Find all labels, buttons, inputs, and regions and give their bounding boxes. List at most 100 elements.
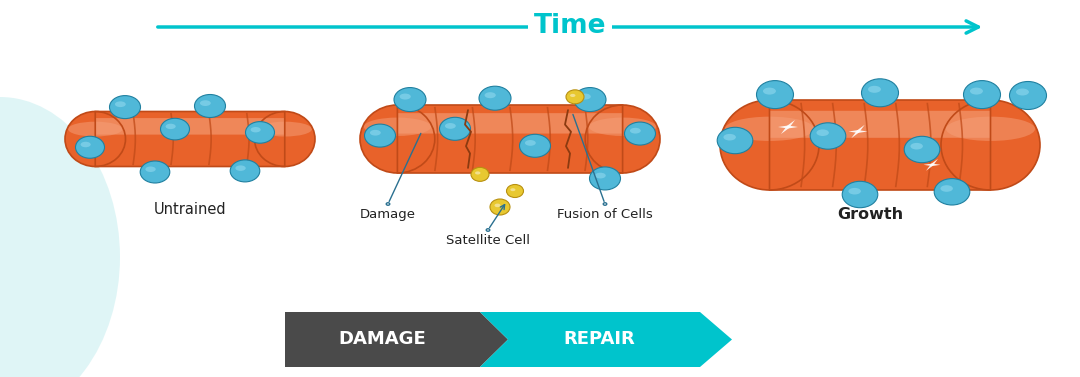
Text: DAMAGE: DAMAGE	[339, 331, 427, 348]
Ellipse shape	[946, 116, 1035, 141]
Ellipse shape	[485, 92, 496, 98]
Ellipse shape	[394, 87, 426, 112]
Ellipse shape	[365, 124, 395, 147]
FancyBboxPatch shape	[95, 118, 285, 135]
Ellipse shape	[624, 122, 656, 145]
Ellipse shape	[364, 118, 431, 136]
Ellipse shape	[109, 96, 140, 119]
Ellipse shape	[480, 86, 511, 110]
Ellipse shape	[934, 179, 970, 205]
Polygon shape	[778, 126, 798, 129]
Ellipse shape	[200, 100, 211, 106]
Ellipse shape	[566, 90, 584, 104]
Ellipse shape	[490, 199, 510, 215]
Ellipse shape	[1016, 89, 1029, 95]
Ellipse shape	[0, 97, 120, 377]
Ellipse shape	[400, 93, 410, 100]
FancyBboxPatch shape	[769, 100, 990, 190]
Ellipse shape	[76, 136, 105, 158]
Ellipse shape	[495, 204, 500, 207]
Ellipse shape	[161, 118, 189, 140]
Ellipse shape	[255, 112, 315, 167]
Ellipse shape	[230, 160, 260, 182]
Ellipse shape	[589, 118, 657, 136]
Ellipse shape	[165, 124, 176, 129]
Ellipse shape	[910, 143, 923, 150]
Ellipse shape	[68, 122, 122, 136]
Polygon shape	[851, 125, 865, 138]
Polygon shape	[285, 312, 508, 367]
Ellipse shape	[511, 188, 515, 191]
Ellipse shape	[904, 136, 940, 163]
Ellipse shape	[81, 142, 91, 147]
Ellipse shape	[963, 81, 1000, 109]
Polygon shape	[849, 130, 867, 133]
Ellipse shape	[842, 181, 878, 208]
Ellipse shape	[65, 112, 125, 167]
FancyBboxPatch shape	[769, 111, 990, 138]
Ellipse shape	[720, 100, 819, 190]
FancyBboxPatch shape	[397, 113, 622, 133]
Ellipse shape	[573, 87, 606, 112]
Polygon shape	[923, 164, 941, 166]
Ellipse shape	[194, 95, 226, 118]
Ellipse shape	[525, 140, 536, 146]
FancyBboxPatch shape	[397, 105, 622, 173]
Ellipse shape	[65, 112, 125, 167]
Ellipse shape	[370, 130, 381, 136]
Ellipse shape	[475, 172, 481, 175]
Ellipse shape	[146, 167, 156, 172]
Text: Growth: Growth	[837, 207, 903, 222]
Ellipse shape	[941, 100, 1040, 190]
Polygon shape	[926, 159, 939, 171]
Ellipse shape	[445, 123, 456, 129]
Ellipse shape	[595, 173, 606, 178]
Ellipse shape	[585, 105, 660, 173]
Ellipse shape	[519, 134, 551, 157]
Ellipse shape	[590, 167, 621, 190]
Polygon shape	[781, 120, 795, 134]
Ellipse shape	[360, 105, 435, 173]
Ellipse shape	[585, 105, 660, 173]
Text: Damage: Damage	[360, 208, 416, 221]
Ellipse shape	[941, 185, 953, 192]
Ellipse shape	[235, 166, 246, 171]
Text: REPAIR: REPAIR	[564, 331, 635, 348]
Ellipse shape	[255, 112, 315, 167]
Ellipse shape	[630, 128, 640, 133]
Ellipse shape	[440, 117, 471, 140]
Ellipse shape	[471, 167, 489, 181]
Ellipse shape	[507, 184, 524, 198]
Ellipse shape	[816, 129, 828, 136]
Text: Time: Time	[534, 13, 606, 39]
Ellipse shape	[941, 100, 1040, 190]
Ellipse shape	[114, 101, 125, 107]
Ellipse shape	[725, 116, 814, 141]
Text: Untrained: Untrained	[153, 202, 227, 217]
Ellipse shape	[862, 79, 899, 107]
FancyBboxPatch shape	[95, 112, 285, 167]
FancyBboxPatch shape	[769, 100, 990, 190]
Polygon shape	[480, 312, 732, 367]
Ellipse shape	[360, 105, 435, 173]
FancyBboxPatch shape	[95, 112, 285, 167]
Ellipse shape	[970, 87, 983, 95]
Ellipse shape	[724, 134, 735, 141]
Ellipse shape	[251, 127, 260, 132]
Ellipse shape	[580, 93, 591, 100]
Ellipse shape	[717, 127, 753, 154]
FancyBboxPatch shape	[397, 105, 622, 173]
Ellipse shape	[570, 94, 576, 97]
Ellipse shape	[245, 122, 274, 143]
Ellipse shape	[810, 123, 846, 149]
Ellipse shape	[756, 81, 794, 109]
Ellipse shape	[762, 87, 775, 95]
Ellipse shape	[849, 188, 861, 195]
Ellipse shape	[257, 122, 312, 136]
Text: Satellite Cell: Satellite Cell	[446, 234, 530, 247]
Ellipse shape	[720, 100, 819, 190]
Ellipse shape	[1010, 81, 1047, 109]
Text: Fusion of Cells: Fusion of Cells	[557, 208, 653, 221]
Ellipse shape	[868, 86, 881, 93]
Ellipse shape	[140, 161, 170, 183]
